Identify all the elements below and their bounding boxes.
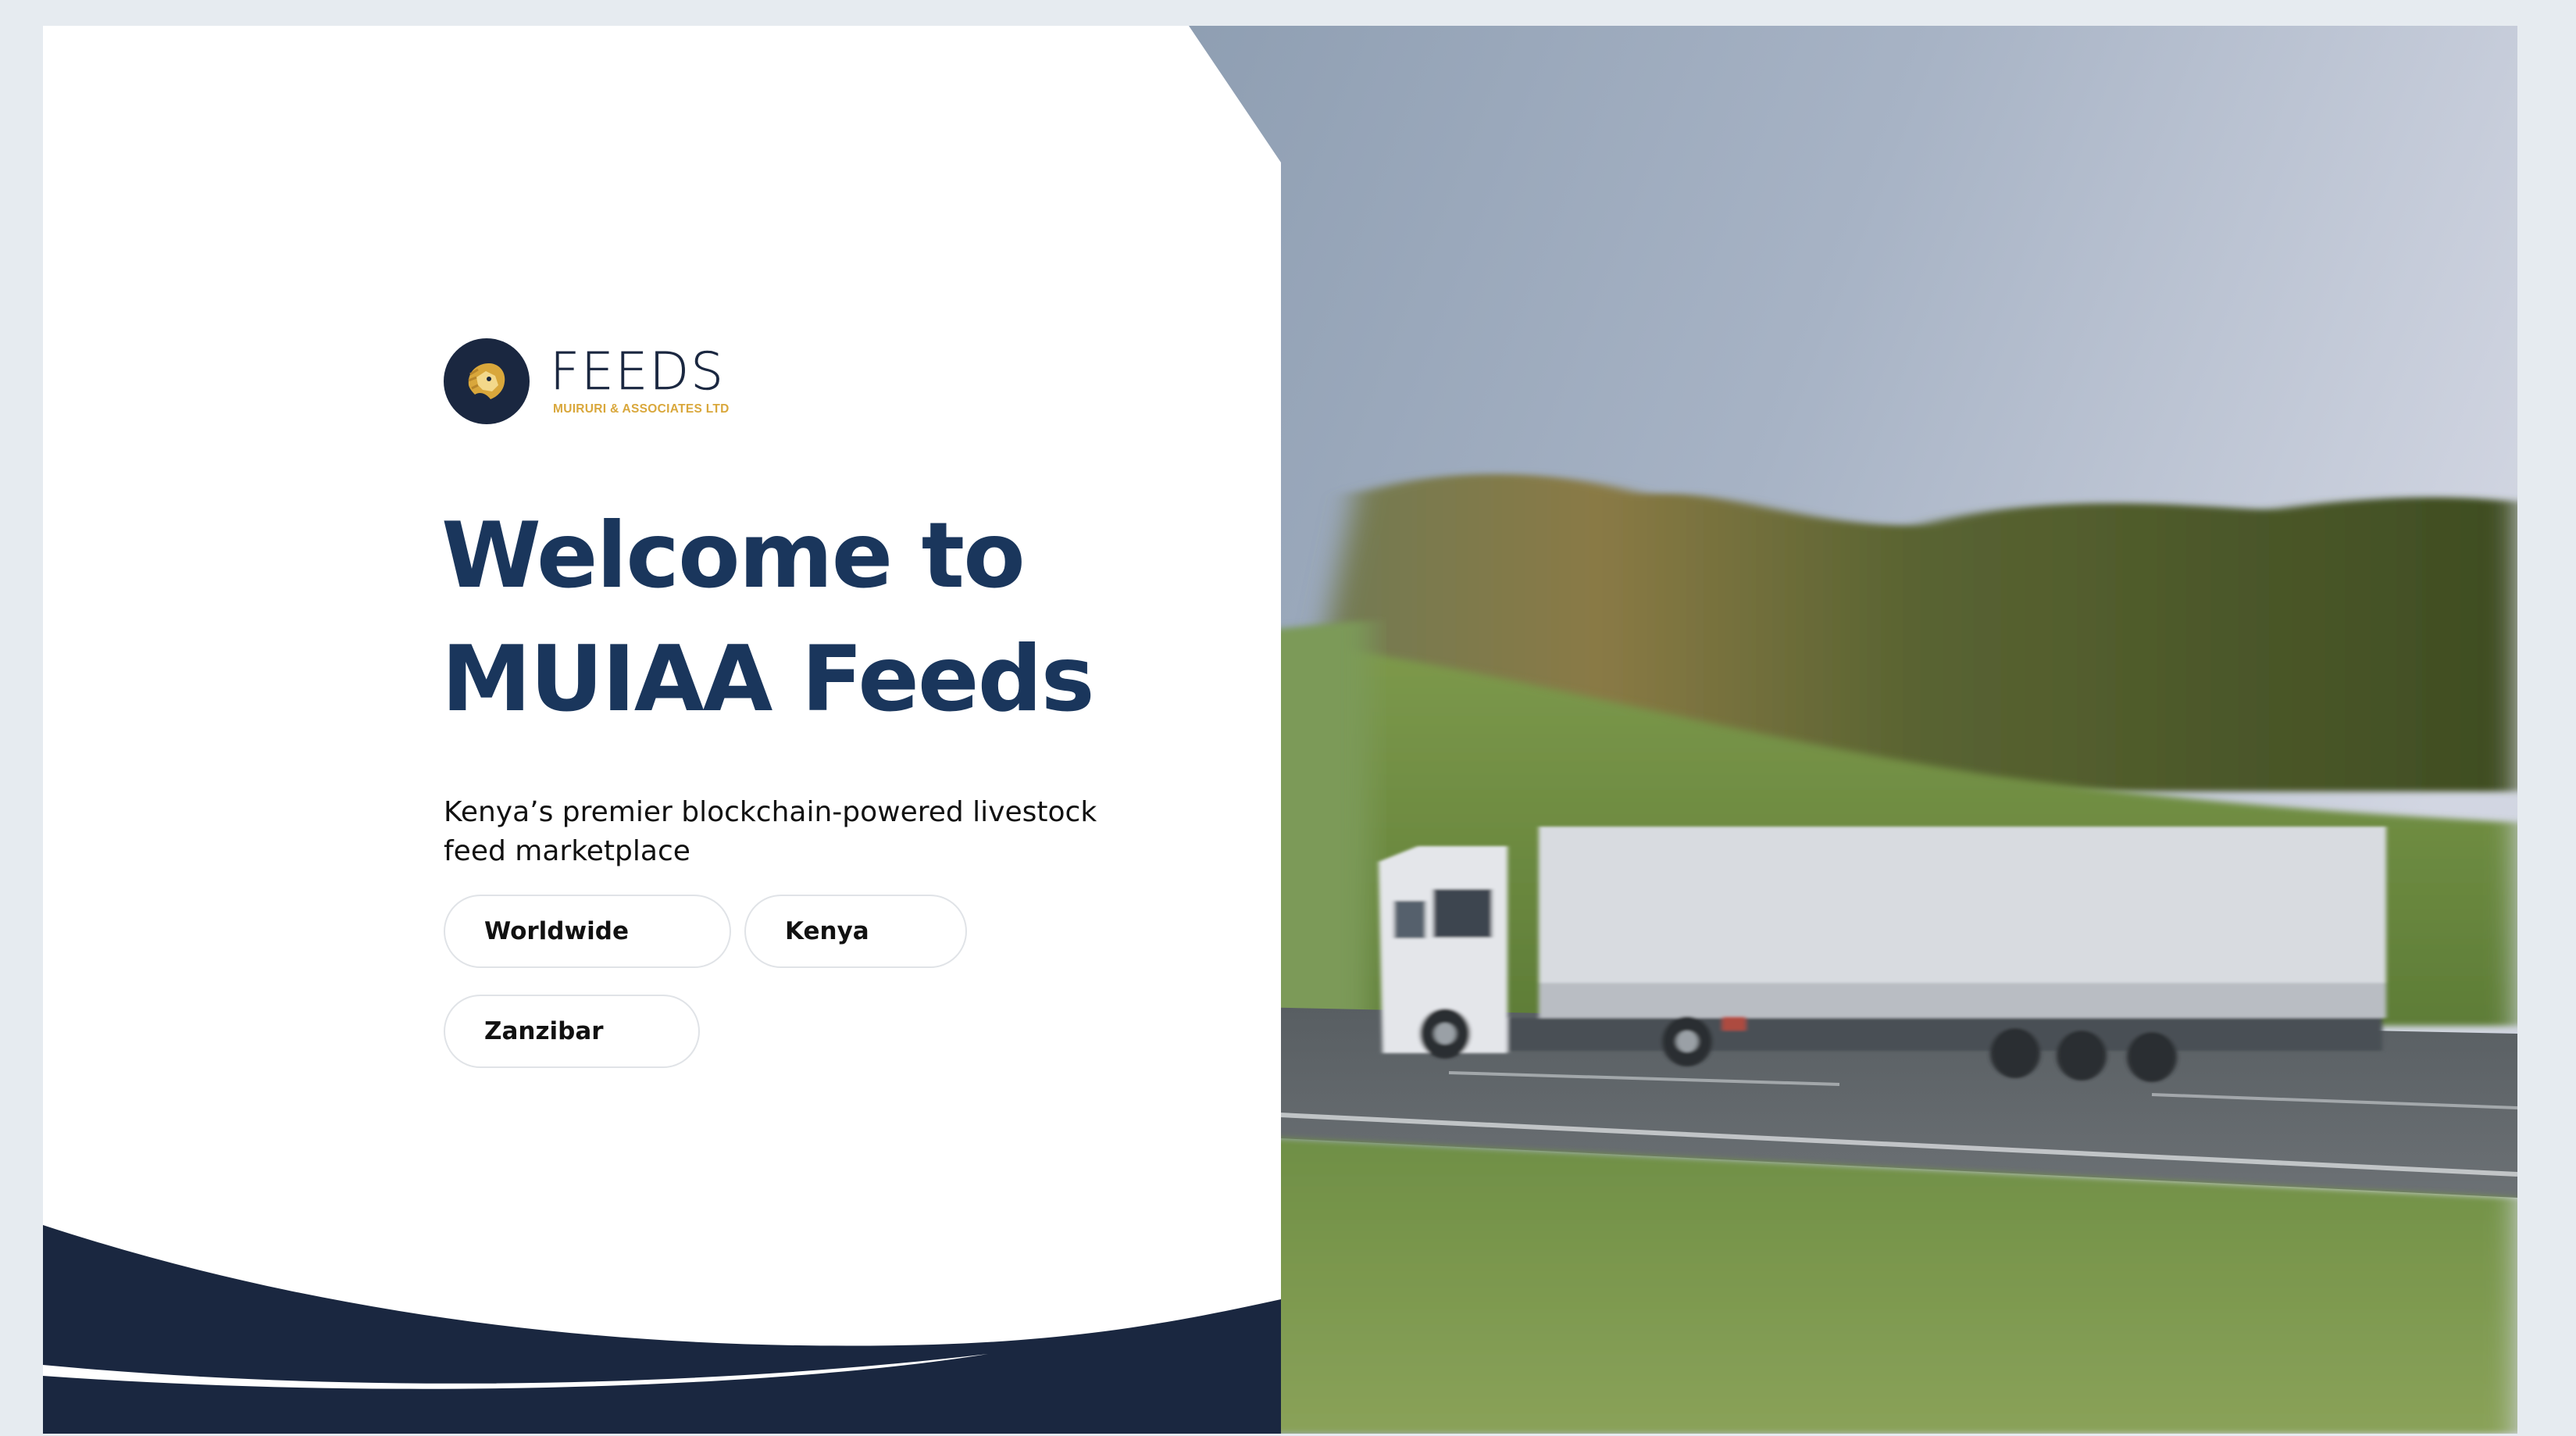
brand-wordmark: FEEDS [550, 341, 726, 402]
brand-logo[interactable]: FEEDS MUIRURI & ASSOCIATES LTD [444, 338, 730, 424]
left-panel-shape [43, 26, 1281, 1434]
lion-logo-icon [444, 338, 530, 424]
brand-company-name: MUIRURI & ASSOCIATES LTD [553, 402, 730, 416]
location-chip-kenya[interactable]: Kenya [744, 895, 967, 968]
page-frame: FEEDS MUIRURI & ASSOCIATES LTD Welcome t… [43, 26, 2517, 1434]
location-chip-zanzibar[interactable]: Zanzibar [444, 995, 700, 1068]
page-title: Welcome to MUIAA Feeds [441, 503, 1095, 732]
location-chip-worldwide[interactable]: Worldwide [444, 895, 731, 968]
decorative-wave [43, 1225, 1281, 1434]
page-subtitle: Kenya’s premier blockchain-powered lives… [444, 796, 1097, 867]
